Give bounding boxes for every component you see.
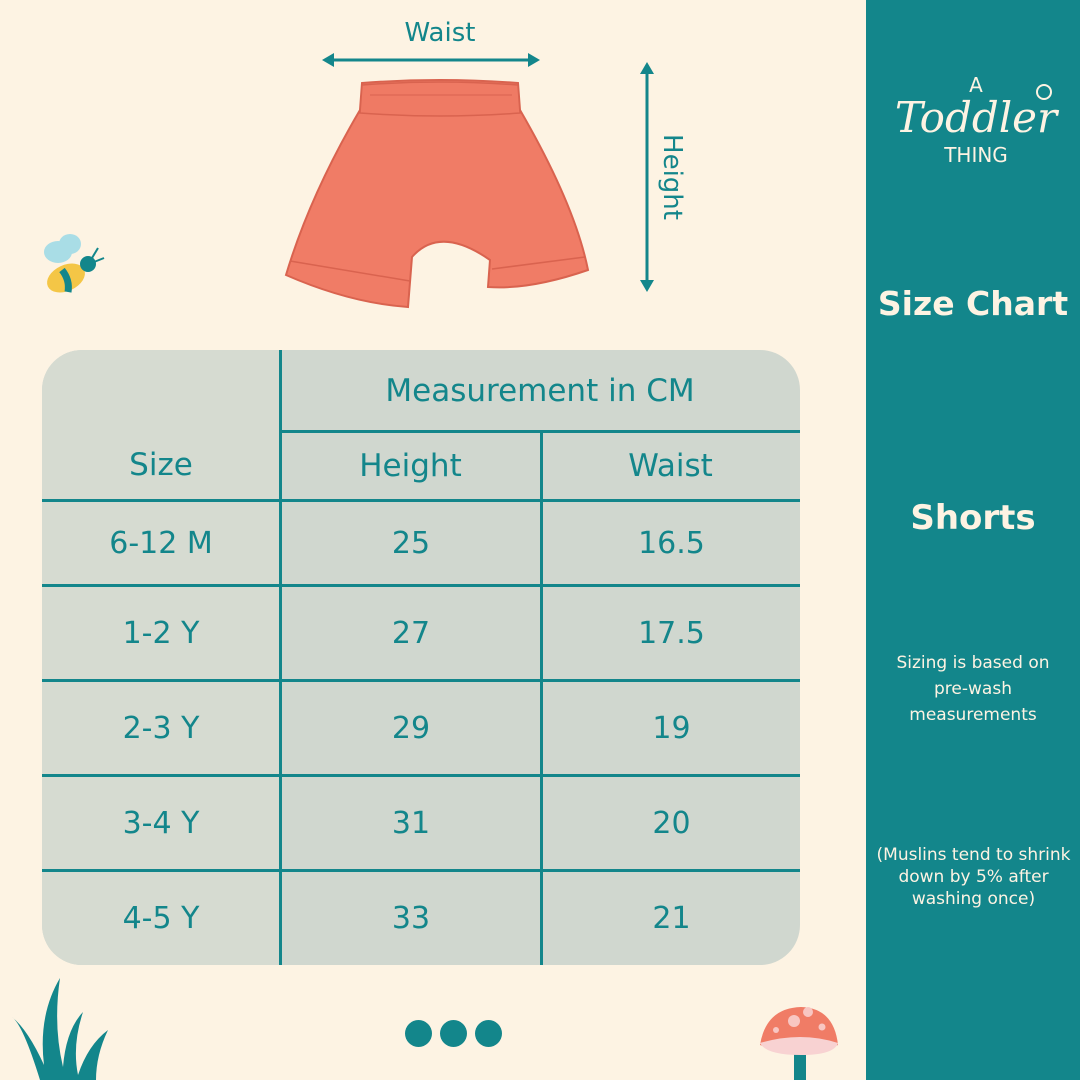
size-cell: 4-5 Y [122,901,200,936]
shrinkage-note: (Muslins tend to shrink down by 5% after… [876,845,1071,909]
product-name: Shorts [910,498,1036,538]
height-cell: 25 [391,525,431,561]
pagination-dots [405,1020,502,1047]
shorts-illustration [284,79,590,309]
waist-cell: 20 [652,805,691,841]
height-label: Height [657,134,687,220]
bee-icon [44,234,105,293]
size-cell: 3-4 Y [122,805,200,841]
dot-icon [440,1020,467,1047]
height-arrow [640,62,654,292]
svg-text:Toddler: Toddler [895,93,1060,142]
brand-logo: A Toddler THING [866,70,1080,170]
size-chart-title: Size Chart [877,284,1069,323]
svg-text:THING: THING [943,143,1008,167]
mushroom-icon [760,1007,838,1080]
height-column-header: Height [359,448,462,484]
waist-label: Waist [404,18,476,48]
size-header: Size [129,447,193,483]
height-cell: 29 [391,710,431,746]
size-cell: 1-2 Y [122,615,200,651]
dot-icon [405,1020,432,1047]
dot-icon [475,1020,502,1047]
size-table: Size Measurement in CM Height Waist 6-12… [42,350,800,965]
waist-cell: 17.5 [638,615,705,651]
waist-arrow [322,53,540,67]
waist-cell: 19 [652,710,691,746]
height-cell: 31 [391,805,431,841]
waist-cell: 16.5 [638,525,705,561]
waist-column-header: Waist [628,448,713,484]
size-cell: 2-3 Y [122,710,200,746]
height-cell: 33 [391,901,431,936]
size-cell: 6-12 M [109,525,213,561]
sizing-note: Sizing is based on pre-wash measurements [896,653,1050,725]
grass-icon [12,978,108,1080]
sidebar: A Toddler THING Size Chart Shorts Sizing… [866,0,1080,1080]
measurement-header: Measurement in CM [385,373,695,409]
height-cell: 27 [391,615,431,651]
svg-text:A: A [969,73,983,97]
waist-cell: 21 [652,901,691,936]
